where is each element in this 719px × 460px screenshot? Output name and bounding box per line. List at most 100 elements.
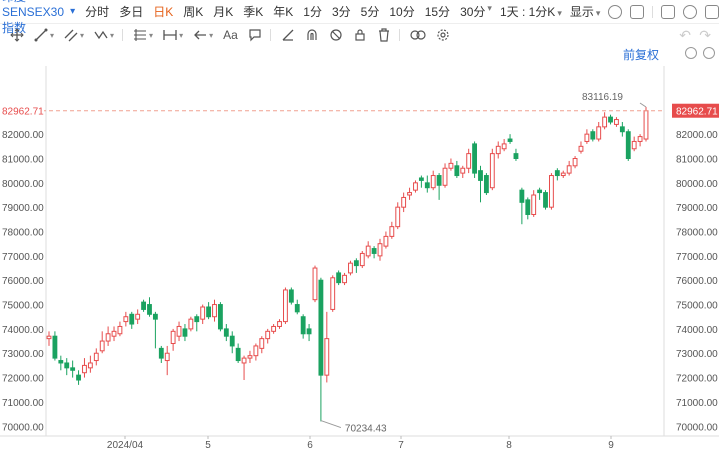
candle-body	[572, 158, 578, 167]
tab-period-6[interactable]: 年K	[273, 5, 294, 19]
gear-icon[interactable]	[608, 4, 623, 19]
candle-body	[619, 126, 625, 133]
y-tick-right: 76000.00	[676, 276, 718, 287]
candle-body	[64, 362, 70, 369]
tab-period-1[interactable]: 多日	[119, 5, 144, 19]
x-tick-label: 8	[506, 440, 512, 451]
y-tick-left: 70000.00	[2, 422, 44, 433]
lock-icon[interactable]	[353, 28, 367, 42]
candle-body	[271, 325, 277, 332]
candle-body	[342, 274, 347, 284]
candle-body	[602, 116, 608, 128]
tab-period-3[interactable]: 周K	[183, 5, 204, 19]
y-tick-right: 80000.00	[676, 179, 718, 190]
clock-icon[interactable]	[683, 4, 697, 19]
y-tick-left: 74000.00	[2, 325, 44, 336]
candle-body	[283, 289, 288, 323]
display-menu[interactable]: 显示 ▾	[570, 3, 601, 20]
ruler-icon[interactable]	[281, 28, 295, 42]
candle-body	[466, 153, 472, 169]
candle-body	[430, 175, 436, 189]
channel-icon[interactable]: ▾	[64, 28, 84, 42]
current-price-tag-right-bg	[672, 103, 719, 118]
tab-period-7[interactable]: 1分	[303, 5, 322, 19]
candle-body	[82, 364, 87, 374]
candle-body	[513, 153, 519, 159]
y-tick-left: 81000.00	[2, 155, 44, 166]
candle-body	[188, 318, 194, 330]
candle-body	[300, 316, 306, 335]
candle-body	[164, 352, 170, 362]
period-tabs: 分时 多日 日K 周K 月K 季K 年K 1分 3分 5分 10分 15分 30分 ▾	[75, 3, 492, 20]
y-tick-left: 71000.00	[2, 398, 44, 409]
pattern-icon[interactable]: ▾	[94, 28, 114, 42]
text-icon[interactable]: Aa	[223, 28, 238, 42]
candle-body	[87, 362, 93, 369]
color-square-icon[interactable]	[630, 4, 645, 19]
candle-body	[424, 182, 430, 189]
eye-off-icon[interactable]	[329, 28, 343, 42]
chevron-down-icon: ▾	[70, 6, 76, 17]
tab-period-8[interactable]: 3分	[331, 5, 351, 19]
candle-body	[253, 345, 259, 357]
link-icon[interactable]	[410, 28, 426, 42]
y-tick-left: 75000.00	[2, 301, 44, 312]
tab-period-12[interactable]: 30分	[460, 5, 486, 19]
divider	[122, 29, 124, 41]
y-tick-right: 72000.00	[676, 374, 718, 385]
interval-select[interactable]: 1天 : 1分K ▾	[500, 3, 562, 20]
candlestick-chart[interactable]: 82962.71 82962.71 83116.19 70234.43 82000.0…	[0, 66, 719, 460]
tab-period-2[interactable]: 日K	[153, 5, 174, 19]
candle-body	[442, 167, 448, 186]
candle-body	[625, 131, 631, 160]
candle-body	[377, 243, 383, 257]
overlays: 82962.71 82962.71 83116.19 70234.43	[0, 92, 719, 435]
tab-period-4[interactable]: 月K	[213, 5, 234, 19]
candle-body	[241, 357, 247, 364]
candle-body	[217, 304, 223, 330]
range-icon[interactable]: ▾	[163, 28, 183, 42]
index-title[interactable]: 印度SENSEX30指数 ▾	[2, 0, 75, 36]
comment-icon[interactable]	[248, 28, 262, 42]
crosshair-icon[interactable]	[10, 28, 24, 42]
candle-body	[288, 289, 294, 303]
tab-period-0[interactable]: 分时	[85, 5, 110, 19]
tab-period-9[interactable]: 5分	[360, 5, 380, 19]
candle-body	[395, 206, 401, 228]
candle-body	[454, 165, 460, 177]
tab-period-10[interactable]: 10分	[389, 5, 415, 19]
trash-icon[interactable]	[377, 28, 391, 42]
reset-icon[interactable]	[685, 47, 697, 59]
y-tick-right: 70000.00	[676, 422, 718, 433]
candle-body	[99, 340, 105, 352]
tab-period-5[interactable]: 季K	[243, 5, 264, 19]
interval-select-label: 1天 : 1分K	[499, 5, 556, 19]
current-price-tag-left-bg	[0, 103, 44, 118]
tab-period-11[interactable]: 15分	[424, 5, 451, 19]
candle-body	[436, 175, 442, 186]
undo-icon[interactable]: ↶	[679, 26, 691, 43]
redo-icon[interactable]: ↷	[699, 26, 711, 43]
y-tick-right: 82000.00	[676, 130, 718, 141]
camera-icon[interactable]	[661, 4, 675, 19]
candle-body	[176, 325, 182, 337]
line-icon[interactable]: ▾	[34, 28, 54, 42]
arrow-icon[interactable]: ▾	[193, 28, 213, 42]
fullscreen-icon[interactable]	[705, 4, 719, 19]
magnet-icon[interactable]	[305, 28, 319, 42]
candle-body	[141, 301, 146, 310]
gear-icon[interactable]	[436, 28, 450, 42]
candle-body	[247, 355, 253, 359]
y-tick-right: 77000.00	[676, 252, 718, 263]
candle-body	[200, 306, 206, 320]
candle-body	[590, 131, 596, 140]
drawing-toolbar: ▾ ▾ ▾ ▾ ▾ ▾ Aa ↶ ↷	[0, 24, 719, 46]
y-tick-left: 73000.00	[2, 349, 44, 360]
info-icon[interactable]	[703, 47, 715, 59]
candle-body	[70, 367, 76, 371]
candle-body	[413, 182, 418, 191]
fibonacci-icon[interactable]: ▾	[133, 28, 153, 42]
adjust-mode-label[interactable]: 前复权	[622, 48, 659, 62]
candle-body	[353, 260, 359, 267]
